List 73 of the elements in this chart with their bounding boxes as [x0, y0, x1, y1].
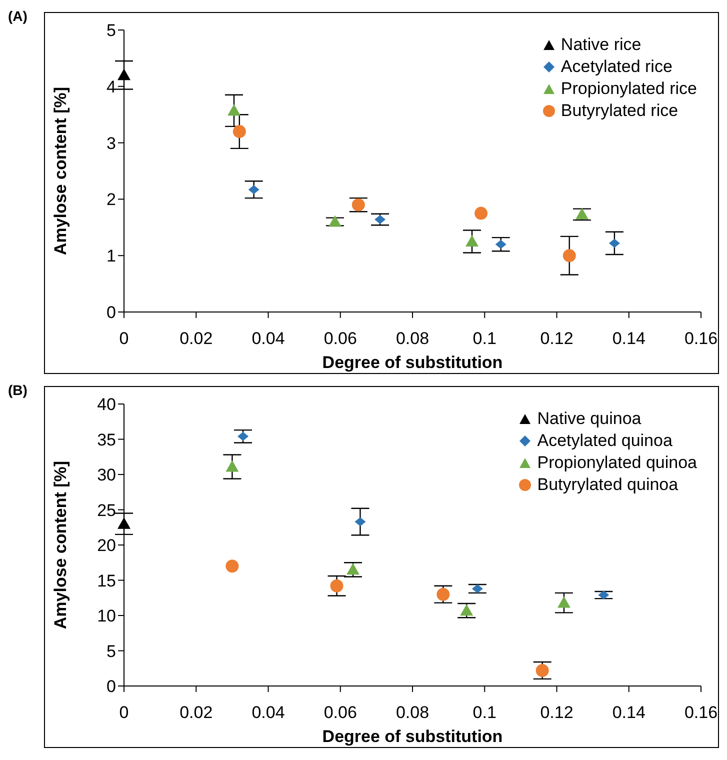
point: [328, 215, 342, 227]
point: [374, 215, 386, 224]
point: [472, 584, 483, 594]
point: [352, 198, 365, 212]
x-tick-label: 0.12: [540, 329, 574, 348]
point: [226, 560, 239, 573]
y-axis-title: Amylose content [%]: [51, 86, 70, 256]
point: [330, 579, 344, 592]
y-axis-title: Amylose content [%]: [51, 460, 70, 630]
legend-label: Propionylated rice: [560, 78, 697, 100]
point: [118, 68, 130, 80]
x-tick-label: 0.04: [252, 703, 285, 722]
y-tick-label: 2: [106, 190, 116, 210]
legend-label: Acetylated quinoa: [537, 430, 672, 452]
legend-label: Propionylated quinoa: [537, 452, 697, 474]
x-tick-label: 0.02: [180, 329, 213, 348]
x-tick-label: 0: [119, 329, 129, 348]
x-tick-label: 0.16: [684, 329, 718, 348]
x-tick-label: 0.04: [252, 329, 285, 348]
point: [557, 596, 570, 608]
y-tick-label: 0: [106, 303, 116, 322]
point: [232, 125, 246, 138]
chart-title: (B): [8, 382, 28, 398]
point: [598, 590, 610, 600]
legend-label: Acetylated rice: [560, 56, 672, 78]
legend-label: Native quinoa: [537, 408, 642, 430]
x-tick-label: 0.02: [180, 703, 213, 722]
point: [474, 206, 488, 220]
x-tick-label: 0: [119, 703, 129, 722]
x-axis-title: Degree of substitution: [322, 353, 503, 372]
y-tick-label: 5: [106, 642, 116, 661]
point: [226, 460, 239, 472]
y-tick-label: 1: [106, 246, 116, 266]
point: [608, 238, 620, 248]
point: [227, 104, 240, 116]
x-tick-label: 0.16: [684, 703, 718, 722]
x-tick-label: 0.1: [472, 329, 496, 348]
y-tick-label: 15: [97, 571, 116, 590]
point: [118, 517, 130, 529]
y-tick-label: 0: [106, 677, 116, 696]
legend-label: Butyrylated rice: [560, 100, 678, 122]
x-tick-label: 0.06: [324, 703, 357, 722]
y-tick-label: 25: [97, 500, 116, 520]
y-tick-label: 30: [97, 466, 116, 485]
point: [238, 432, 249, 441]
y-tick-label: 10: [97, 606, 116, 626]
y-tick-label: 4: [106, 77, 116, 96]
y-tick-label: 40: [97, 395, 116, 414]
point: [460, 604, 474, 616]
y-tick-label: 5: [106, 21, 116, 40]
x-tick-label: 0.08: [396, 703, 430, 722]
legend-label: Butyrylated quinoa: [537, 474, 678, 496]
x-tick-label: 0.1: [472, 703, 496, 722]
point: [495, 240, 506, 249]
x-tick-label: 0.14: [612, 329, 646, 348]
point: [346, 563, 360, 575]
y-tick-label: 3: [106, 134, 116, 153]
point: [248, 185, 260, 194]
chart-title: (A): [8, 8, 28, 24]
x-tick-label: 0.12: [540, 703, 574, 722]
point: [354, 517, 366, 526]
point: [436, 588, 450, 601]
point: [562, 249, 576, 262]
y-tick-label: 20: [97, 536, 116, 556]
point: [575, 208, 588, 220]
x-tick-label: 0.08: [396, 329, 430, 348]
legend-label: Native rice: [560, 34, 642, 56]
x-tick-label: 0.14: [612, 703, 646, 722]
x-tick-label: 0.06: [324, 329, 357, 348]
x-axis-title: Degree of substitution: [322, 727, 503, 746]
point: [466, 235, 479, 246]
y-tick-label: 35: [97, 430, 116, 450]
point: [536, 664, 549, 677]
